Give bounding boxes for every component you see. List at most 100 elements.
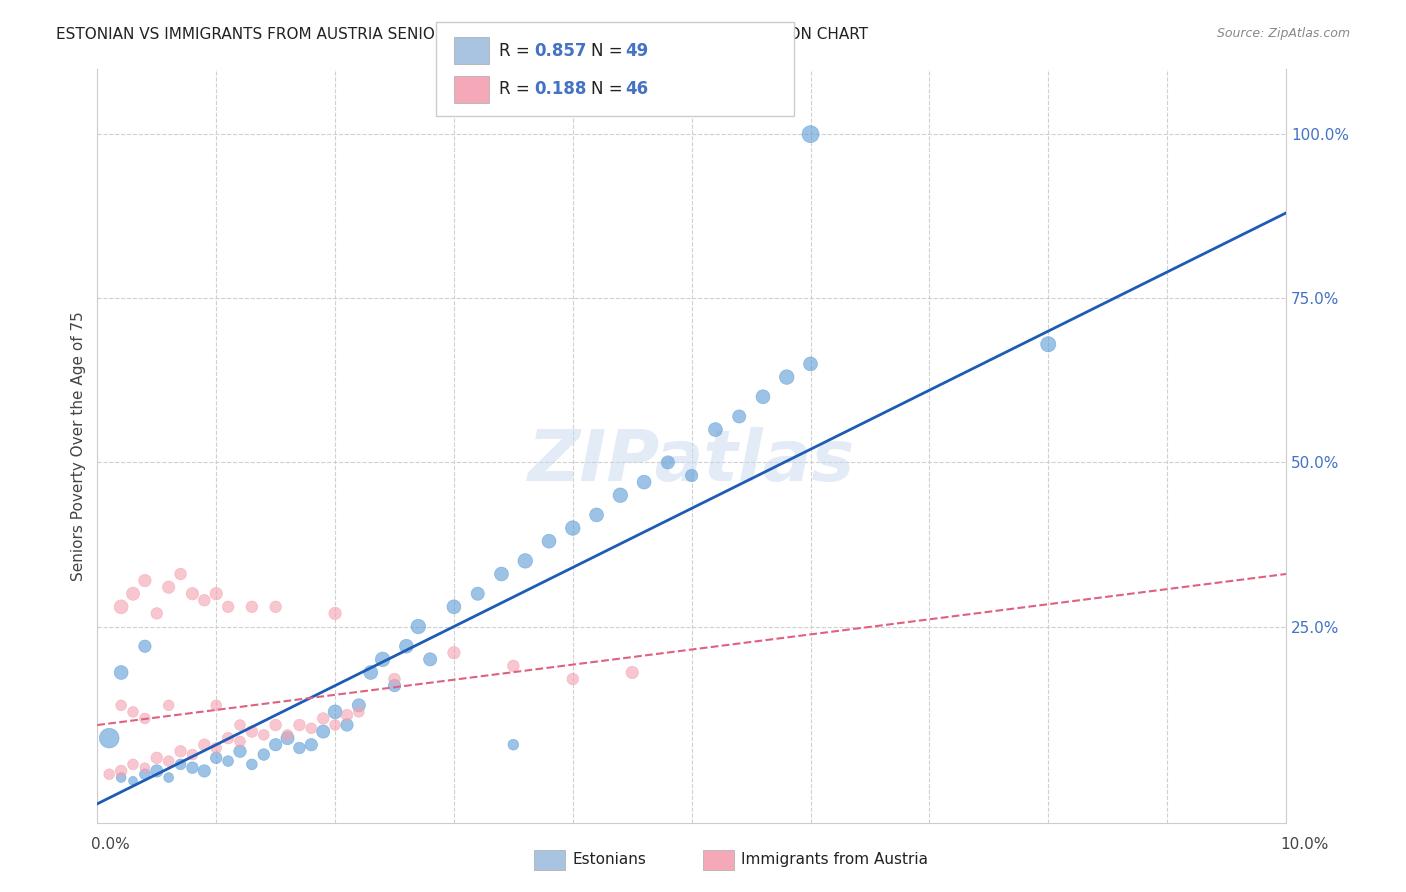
Point xyxy=(704,423,727,437)
Point xyxy=(264,738,287,752)
Point xyxy=(122,773,145,788)
Point xyxy=(110,599,132,614)
Point xyxy=(323,607,346,621)
Point xyxy=(181,761,204,775)
Point xyxy=(585,508,607,522)
Point xyxy=(169,744,191,758)
Point xyxy=(98,731,121,746)
Point xyxy=(799,127,821,141)
Point xyxy=(502,738,524,752)
Point xyxy=(288,741,311,756)
Point xyxy=(146,764,169,778)
Text: N =: N = xyxy=(591,42,627,60)
Text: 0.857: 0.857 xyxy=(534,42,586,60)
Text: ESTONIAN VS IMMIGRANTS FROM AUSTRIA SENIORS POVERTY OVER THE AGE OF 75 CORRELATI: ESTONIAN VS IMMIGRANTS FROM AUSTRIA SENI… xyxy=(56,27,869,42)
Point xyxy=(443,599,465,614)
Point xyxy=(157,771,180,785)
Point xyxy=(253,747,276,762)
Point xyxy=(323,718,346,732)
Text: N =: N = xyxy=(591,80,627,98)
Point xyxy=(217,731,239,746)
Point xyxy=(110,771,132,785)
Point xyxy=(169,567,191,582)
Point xyxy=(193,764,215,778)
Point xyxy=(491,567,513,582)
Point xyxy=(360,665,382,680)
Point xyxy=(609,488,631,502)
Point xyxy=(502,659,524,673)
Point xyxy=(157,698,180,713)
Point xyxy=(299,738,322,752)
Point xyxy=(229,734,252,748)
Point xyxy=(264,599,287,614)
Point xyxy=(752,390,775,404)
Point xyxy=(419,652,441,666)
Point xyxy=(240,724,263,739)
Point xyxy=(110,698,132,713)
Point xyxy=(336,708,359,723)
Point xyxy=(443,646,465,660)
Point xyxy=(181,747,204,762)
Point xyxy=(193,593,215,607)
Point xyxy=(1038,337,1060,351)
Point xyxy=(229,744,252,758)
Point xyxy=(134,761,156,775)
Point xyxy=(253,728,276,742)
Point xyxy=(681,468,703,483)
Point xyxy=(146,751,169,765)
Point xyxy=(776,370,799,384)
Point xyxy=(122,587,145,601)
Point xyxy=(240,599,263,614)
Point xyxy=(240,757,263,772)
Point xyxy=(98,767,121,781)
Point xyxy=(561,521,583,535)
Point xyxy=(537,534,560,549)
Point xyxy=(336,718,359,732)
Point xyxy=(122,705,145,719)
Point xyxy=(515,554,537,568)
Y-axis label: Seniors Poverty Over the Age of 75: Seniors Poverty Over the Age of 75 xyxy=(72,311,86,581)
Text: 10.0%: 10.0% xyxy=(1281,837,1329,852)
Point xyxy=(621,665,644,680)
Point xyxy=(323,705,346,719)
Point xyxy=(205,587,228,601)
Point xyxy=(134,574,156,588)
Point xyxy=(406,619,429,633)
Point xyxy=(122,757,145,772)
Point xyxy=(146,607,169,621)
Point xyxy=(467,587,489,601)
Point xyxy=(110,665,132,680)
Text: 0.188: 0.188 xyxy=(534,80,586,98)
Point xyxy=(193,738,215,752)
Point xyxy=(157,754,180,768)
Point xyxy=(561,672,583,686)
Point xyxy=(134,639,156,653)
Point xyxy=(134,711,156,725)
Point xyxy=(264,718,287,732)
Point xyxy=(728,409,751,424)
Point xyxy=(312,724,335,739)
Point xyxy=(299,721,322,735)
Point xyxy=(371,652,394,666)
Point xyxy=(384,672,406,686)
Text: 46: 46 xyxy=(626,80,648,98)
Point xyxy=(205,751,228,765)
Point xyxy=(799,357,821,371)
Text: 0.0%: 0.0% xyxy=(91,837,131,852)
Point xyxy=(110,764,132,778)
Point xyxy=(288,718,311,732)
Point xyxy=(384,679,406,693)
Point xyxy=(347,698,370,713)
Text: 49: 49 xyxy=(626,42,650,60)
Point xyxy=(347,705,370,719)
Text: Immigrants from Austria: Immigrants from Austria xyxy=(741,853,928,867)
Text: ZIPatlas: ZIPatlas xyxy=(529,426,855,496)
Point xyxy=(312,711,335,725)
Text: R =: R = xyxy=(499,42,536,60)
Point xyxy=(205,741,228,756)
Point xyxy=(395,639,418,653)
Point xyxy=(181,587,204,601)
Point xyxy=(157,580,180,594)
Point xyxy=(277,731,299,746)
Point xyxy=(657,455,679,469)
